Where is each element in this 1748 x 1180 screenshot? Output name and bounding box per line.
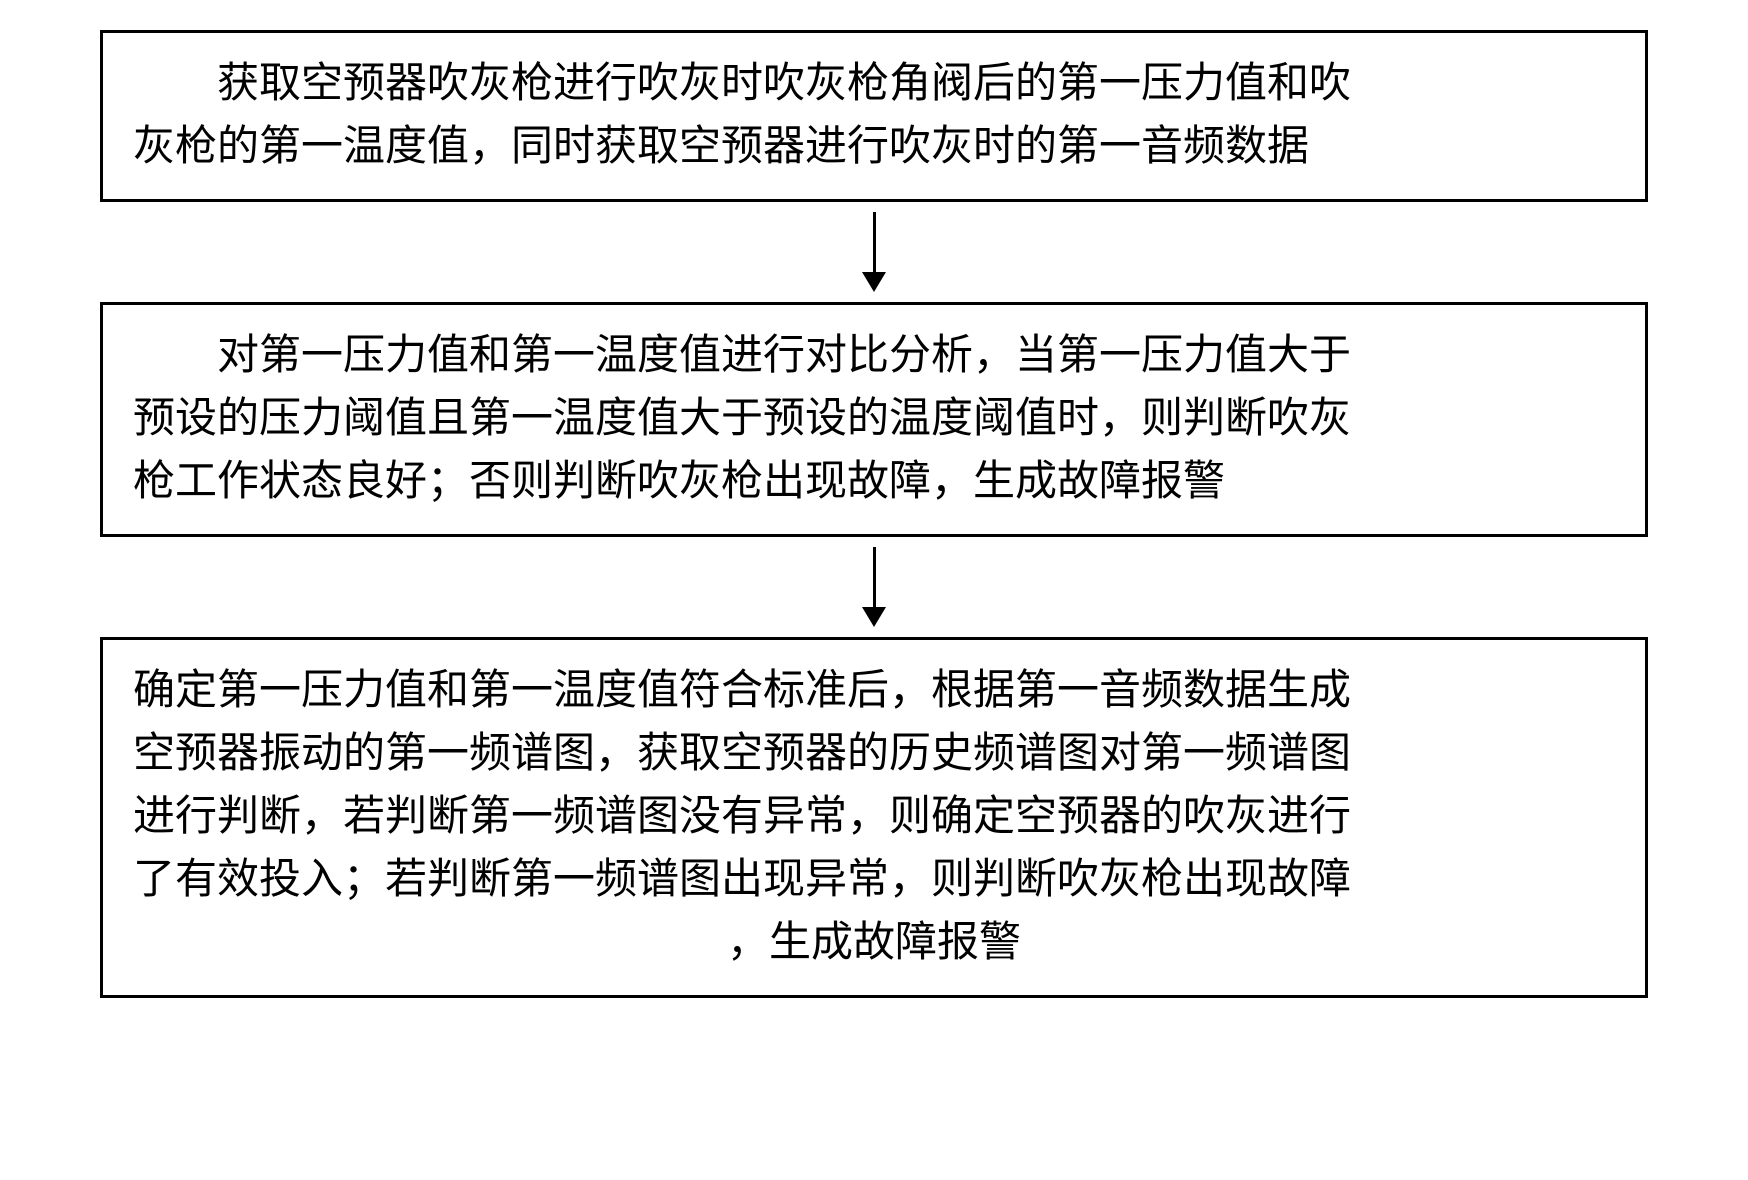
arrow-1-head (862, 272, 886, 292)
box3-line2: 空预器振动的第一频谱图，获取空预器的历史频谱图对第一频谱图 (133, 723, 1615, 786)
flowchart-box-2: 对第一压力值和第一温度值进行对比分析，当第一压力值大于 预设的压力阈值且第一温度… (100, 302, 1648, 537)
box1-line1: 获取空预器吹灰枪进行吹灰时吹灰枪角阀后的第一压力值和吹 (133, 53, 1615, 116)
box1-line2: 灰枪的第一温度值，同时获取空预器进行吹灰时的第一音频数据 (133, 116, 1615, 179)
flowchart-container: 获取空预器吹灰枪进行吹灰时吹灰枪角阀后的第一压力值和吹 灰枪的第一温度值，同时获… (100, 30, 1648, 998)
arrow-1-line (873, 212, 876, 272)
box2-line3: 枪工作状态良好；否则判断吹灰枪出现故障，生成故障报警 (133, 451, 1615, 514)
box3-line4: 了有效投入；若判断第一频谱图出现异常，则判断吹灰枪出现故障 (133, 849, 1615, 912)
flowchart-box-1: 获取空预器吹灰枪进行吹灰时吹灰枪角阀后的第一压力值和吹 灰枪的第一温度值，同时获… (100, 30, 1648, 202)
arrow-2 (862, 547, 886, 627)
arrow-2-head (862, 607, 886, 627)
box2-line2: 预设的压力阈值且第一温度值大于预设的温度阈值时，则判断吹灰 (133, 388, 1615, 451)
box3-line5: ，生成故障报警 (133, 912, 1615, 975)
box2-line1: 对第一压力值和第一温度值进行对比分析，当第一压力值大于 (133, 325, 1615, 388)
box3-line3: 进行判断，若判断第一频谱图没有异常，则确定空预器的吹灰进行 (133, 786, 1615, 849)
arrow-2-line (873, 547, 876, 607)
arrow-1 (862, 212, 886, 292)
box3-line1: 确定第一压力值和第一温度值符合标准后，根据第一音频数据生成 (133, 660, 1615, 723)
flowchart-box-3: 确定第一压力值和第一温度值符合标准后，根据第一音频数据生成 空预器振动的第一频谱… (100, 637, 1648, 998)
